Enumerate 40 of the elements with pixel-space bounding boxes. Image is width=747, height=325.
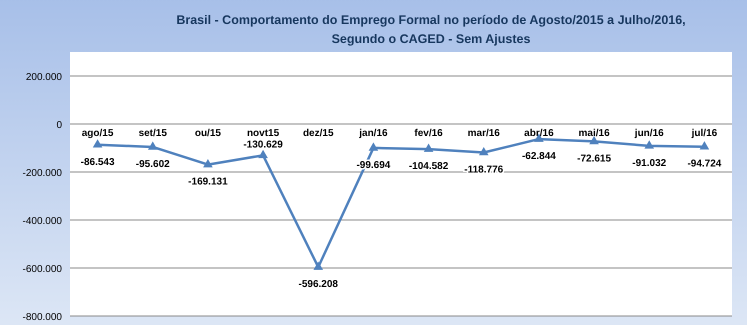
x-tick-label: mar/16 (468, 128, 500, 139)
point (424, 144, 434, 152)
data-label: -94.724 (687, 158, 722, 170)
data-label: -169.131 (188, 176, 228, 188)
data-label: -95.602 (136, 158, 170, 170)
x-tick-label: jun/16 (634, 128, 664, 139)
x-tick-label: ou/15 (194, 128, 222, 139)
x-tick-label: jan/16 (358, 128, 388, 139)
x-tick-label: novt15 (246, 128, 280, 139)
data-label: -596.208 (298, 279, 338, 290)
point (700, 141, 710, 150)
point (203, 159, 213, 168)
x-tick-label: ago/15 (82, 128, 114, 139)
x-tick-label: fev/16 (414, 128, 444, 139)
data-label: -130.629 (243, 139, 284, 150)
point (313, 262, 324, 270)
y-tick-label: -600.000 (22, 264, 62, 275)
point (258, 150, 268, 158)
data-label: -62.844 (522, 151, 556, 162)
point (368, 142, 378, 151)
point (478, 146, 489, 156)
data-label: -104.582 (408, 161, 449, 172)
point (92, 139, 102, 148)
data-label: -86.543 (80, 156, 115, 168)
x-tick-label: mai/16 (578, 128, 610, 139)
point (148, 141, 158, 150)
y-tick-label: -200.000 (22, 168, 62, 179)
y-tick-label: 200.000 (26, 72, 62, 83)
x-tick-label: set/15 (138, 128, 168, 139)
y-tick-label: 0 (56, 120, 62, 131)
x-tick-label: jul/16 (690, 128, 718, 139)
data-label: -91.032 (632, 158, 667, 169)
y-tick-label: -800.000 (22, 312, 62, 323)
x-tick-label: abr/16 (524, 128, 554, 139)
x-tick-label: dez/15 (302, 128, 334, 139)
chart-title: Brasil - Comportamento do Emprego Formal no período de Agosto/2015 a Julho/2016, Segundo o CAGED - Sem Ajustes (176, 13, 686, 46)
point (644, 140, 654, 149)
y-tick-label: -400.000 (22, 216, 62, 227)
data-label: -118.776 (464, 164, 504, 176)
data-label: -72.615 (577, 153, 612, 164)
